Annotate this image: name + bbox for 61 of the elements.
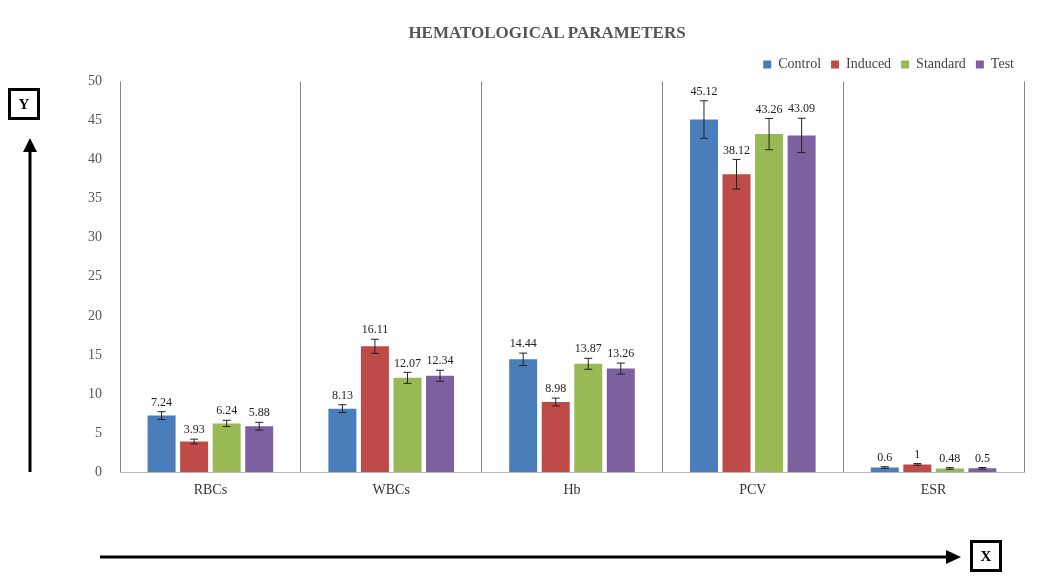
bar	[147, 415, 176, 473]
data-label: 0.6	[877, 449, 893, 464]
x-tick-label: RBCs	[193, 482, 228, 498]
bar	[360, 346, 389, 473]
bar	[755, 134, 784, 473]
data-label: 12.34	[426, 353, 454, 368]
data-label: 43.26	[755, 101, 783, 116]
y-tick-label: 40	[88, 151, 102, 167]
x-tick-label: Hb	[563, 482, 581, 498]
data-label: 3.93	[183, 422, 205, 437]
legend-label: Test	[990, 56, 1015, 72]
data-label: 1	[914, 446, 921, 461]
y-tick-label: 0	[95, 463, 102, 479]
data-label: 12.07	[393, 355, 421, 370]
bar	[541, 402, 570, 473]
data-label: 13.87	[574, 341, 602, 356]
data-label: 0.48	[939, 450, 961, 465]
bar	[722, 174, 751, 473]
data-label: 43.09	[788, 101, 816, 116]
data-label: 45.12	[690, 83, 718, 98]
bar	[574, 363, 603, 473]
bar	[509, 359, 538, 473]
data-label: 8.98	[545, 381, 567, 396]
x-axis-title: X	[970, 540, 1002, 572]
bar	[689, 119, 718, 473]
y-tick-label: 30	[88, 229, 102, 245]
bar	[328, 408, 357, 473]
data-label: 14.44	[509, 336, 537, 351]
data-label: 38.12	[723, 142, 751, 157]
bar	[393, 377, 422, 473]
bar	[180, 441, 209, 473]
bar	[426, 375, 455, 473]
y-tick-label: 10	[88, 385, 102, 401]
bar	[935, 468, 964, 473]
y-axis-title: Y	[8, 88, 40, 120]
data-label: 16.11	[361, 322, 389, 337]
data-label: 8.13	[331, 387, 353, 402]
bar	[787, 135, 816, 473]
y-tick-label: 15	[88, 346, 102, 362]
x-tick-label: ESR	[920, 482, 948, 498]
y-tick-label: 45	[88, 112, 102, 128]
data-label: 5.88	[248, 405, 270, 420]
bar	[212, 423, 241, 473]
bar	[606, 368, 635, 473]
chart-title: HEMATOLOGICAL PARAMETERS	[408, 22, 686, 42]
y-tick-label: 5	[95, 424, 102, 440]
legend-label: Standard	[916, 56, 966, 72]
data-label: 6.24	[216, 403, 238, 418]
y-tick-label: 35	[88, 190, 102, 206]
y-tick-label: 25	[88, 268, 102, 284]
x-tick-label: PCV	[739, 482, 767, 498]
data-label: 13.26	[607, 346, 635, 361]
y-tick-label: 20	[88, 307, 102, 323]
data-label: 0.5	[974, 450, 990, 465]
bar	[903, 464, 932, 473]
legend-label: Control	[778, 56, 822, 72]
y-tick-label: 50	[88, 73, 102, 89]
data-label: 7.24	[151, 394, 173, 409]
bar	[245, 426, 274, 473]
x-tick-label: WBCs	[372, 482, 410, 498]
legend-label: Induced	[846, 56, 892, 72]
